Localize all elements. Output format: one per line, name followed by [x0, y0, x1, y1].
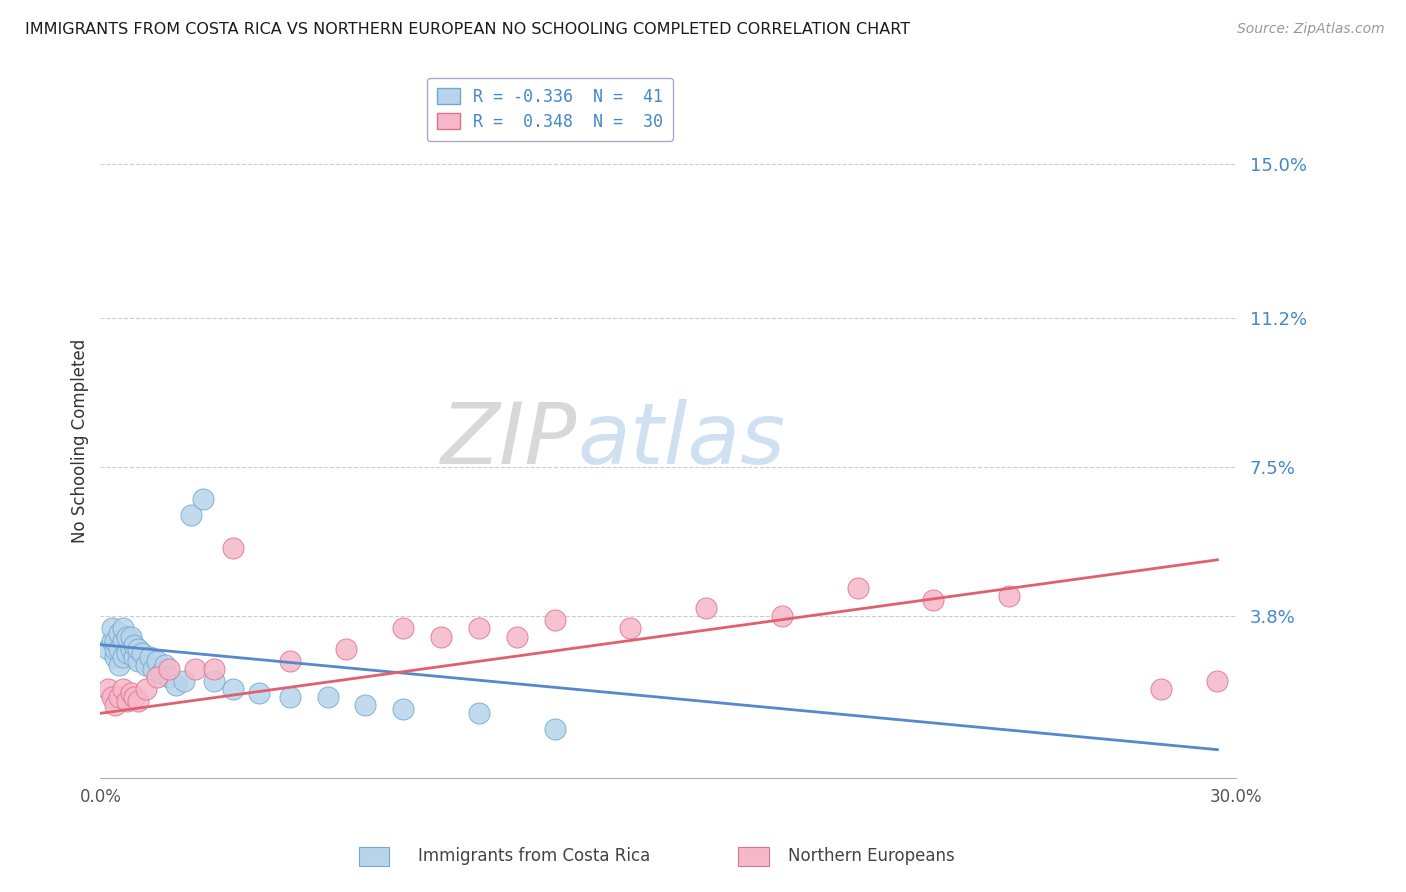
Point: [104, 698, 127, 713]
Point: [108, 657, 131, 672]
Point: [112, 633, 135, 648]
Point: [1206, 673, 1229, 688]
Point: [335, 641, 357, 656]
Point: [619, 622, 641, 636]
Point: [127, 694, 149, 708]
Point: [544, 723, 567, 737]
Point: [124, 638, 146, 652]
Point: [146, 654, 169, 668]
Point: [115, 646, 138, 660]
Point: [222, 681, 245, 696]
Point: [695, 601, 717, 615]
Point: [124, 690, 146, 705]
Point: [544, 614, 567, 628]
Point: [115, 630, 138, 644]
Point: [100, 633, 122, 648]
Point: [112, 681, 135, 696]
Point: [120, 686, 142, 700]
Point: [108, 625, 131, 640]
Point: [97, 681, 120, 696]
Point: [104, 649, 127, 664]
Point: [120, 641, 142, 656]
Point: [112, 622, 135, 636]
Point: [247, 686, 270, 700]
Point: [770, 609, 793, 624]
Point: [184, 662, 207, 676]
Point: [392, 702, 415, 716]
Point: [922, 593, 945, 607]
Point: [142, 662, 165, 676]
Point: [127, 654, 149, 668]
Point: [100, 622, 122, 636]
Point: [108, 641, 131, 656]
Point: [468, 622, 491, 636]
Point: [146, 670, 169, 684]
Point: [222, 541, 245, 555]
Point: [316, 690, 339, 705]
Text: ZIP: ZIP: [441, 400, 578, 483]
Point: [1149, 681, 1171, 696]
Text: Source: ZipAtlas.com: Source: ZipAtlas.com: [1237, 22, 1385, 37]
Point: [157, 670, 180, 684]
Point: [135, 681, 157, 696]
Point: [124, 649, 146, 664]
Point: [104, 641, 127, 656]
Text: IMMIGRANTS FROM COSTA RICA VS NORTHERN EUROPEAN NO SCHOOLING COMPLETED CORRELATI: IMMIGRANTS FROM COSTA RICA VS NORTHERN E…: [25, 22, 911, 37]
Point: [278, 690, 301, 705]
Point: [202, 673, 225, 688]
Point: [278, 654, 301, 668]
Point: [173, 673, 195, 688]
Point: [157, 662, 180, 676]
Point: [165, 678, 187, 692]
Point: [100, 690, 122, 705]
Point: [354, 698, 377, 713]
Point: [468, 706, 491, 721]
Point: [135, 657, 157, 672]
Point: [131, 646, 153, 660]
Point: [149, 665, 172, 680]
Point: [138, 649, 160, 664]
Text: atlas: atlas: [578, 400, 786, 483]
Point: [115, 694, 138, 708]
Point: [97, 641, 120, 656]
Point: [392, 622, 415, 636]
Point: [180, 508, 202, 523]
Point: [846, 581, 869, 595]
Point: [108, 690, 131, 705]
Point: [120, 630, 142, 644]
Text: Northern Europeans: Northern Europeans: [789, 847, 955, 865]
Point: [430, 630, 453, 644]
Point: [191, 492, 214, 507]
Point: [104, 633, 127, 648]
Point: [202, 662, 225, 676]
Point: [153, 657, 176, 672]
Text: Immigrants from Costa Rica: Immigrants from Costa Rica: [418, 847, 651, 865]
Legend: R = -0.336  N =  41, R =  0.348  N =  30: R = -0.336 N = 41, R = 0.348 N = 30: [427, 78, 673, 141]
Y-axis label: No Schooling Completed: No Schooling Completed: [72, 339, 89, 543]
Point: [112, 649, 135, 664]
Point: [127, 641, 149, 656]
Point: [998, 589, 1021, 603]
Point: [506, 630, 529, 644]
